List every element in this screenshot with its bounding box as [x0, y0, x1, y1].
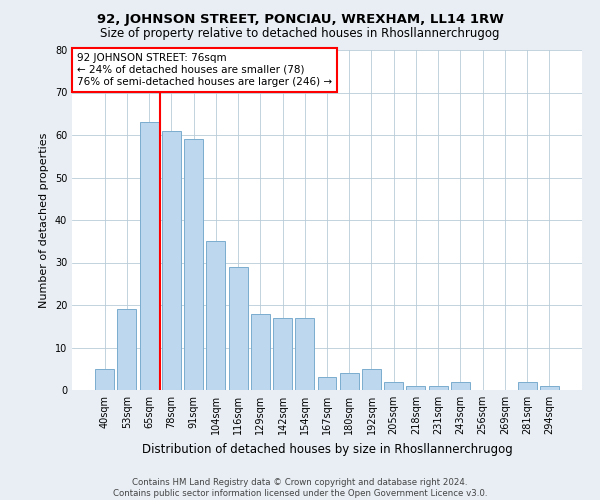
Bar: [406, 386, 425, 390]
Bar: [340, 373, 359, 390]
Bar: [251, 314, 270, 390]
Y-axis label: Number of detached properties: Number of detached properties: [39, 132, 49, 308]
Bar: [140, 122, 158, 390]
Bar: [162, 130, 181, 390]
Bar: [295, 318, 314, 390]
Bar: [540, 386, 559, 390]
Bar: [451, 382, 470, 390]
Bar: [118, 309, 136, 390]
Bar: [229, 267, 248, 390]
Bar: [95, 369, 114, 390]
Bar: [429, 386, 448, 390]
Bar: [273, 318, 292, 390]
Bar: [362, 369, 381, 390]
Text: Size of property relative to detached houses in Rhosllannerchrugog: Size of property relative to detached ho…: [100, 28, 500, 40]
Text: Contains HM Land Registry data © Crown copyright and database right 2024.
Contai: Contains HM Land Registry data © Crown c…: [113, 478, 487, 498]
Bar: [206, 242, 225, 390]
Bar: [384, 382, 403, 390]
Text: 92, JOHNSON STREET, PONCIAU, WREXHAM, LL14 1RW: 92, JOHNSON STREET, PONCIAU, WREXHAM, LL…: [97, 12, 503, 26]
Text: 92 JOHNSON STREET: 76sqm
← 24% of detached houses are smaller (78)
76% of semi-d: 92 JOHNSON STREET: 76sqm ← 24% of detach…: [77, 54, 332, 86]
Bar: [184, 139, 203, 390]
X-axis label: Distribution of detached houses by size in Rhosllannerchrugog: Distribution of detached houses by size …: [142, 442, 512, 456]
Bar: [518, 382, 536, 390]
Bar: [317, 378, 337, 390]
